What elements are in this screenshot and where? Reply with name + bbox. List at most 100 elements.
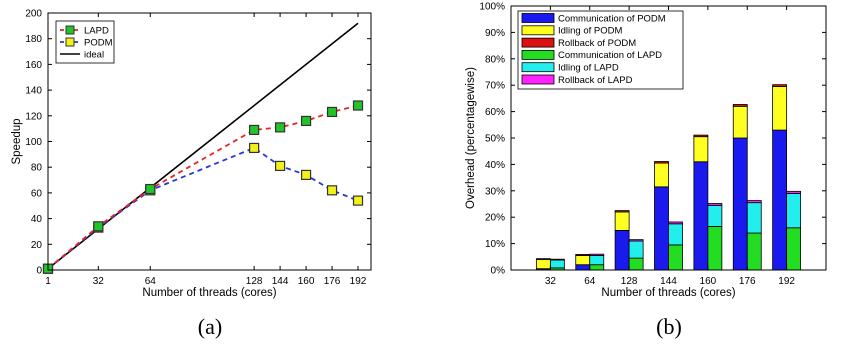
speedup-y-tick-label: 80 xyxy=(31,163,43,174)
legend-label-idling-of-lapd: Idling of LAPD xyxy=(558,63,619,74)
overhead-x-tick-label: 128 xyxy=(621,276,638,287)
bar-idling-of-lapd xyxy=(786,193,802,229)
bar-idling-of-podm xyxy=(575,255,591,266)
bar-rollback-of-podm xyxy=(693,134,709,138)
overhead-y-tick-label: 0% xyxy=(491,266,506,277)
speedup-x-tick-label: 192 xyxy=(350,276,367,287)
bar-rollback-of-podm xyxy=(535,258,551,260)
speedup-x-tick-label: 176 xyxy=(324,276,341,287)
bar-idling-of-podm xyxy=(732,105,748,139)
speedup-x-tick-label: 1 xyxy=(45,276,51,287)
overhead-x-tick-label: 192 xyxy=(778,276,795,287)
bar-rollback-of-lapd xyxy=(589,253,605,256)
legend-label-rollback-of-lapd: Rollback of LAPD xyxy=(558,75,633,86)
bar-communication-of-lapd xyxy=(707,226,723,271)
data-point-podm xyxy=(326,185,338,196)
overhead-y-tick-label: 80% xyxy=(485,54,505,65)
data-point-lapd xyxy=(352,100,364,111)
overhead-y-tick-label: 40% xyxy=(485,160,505,171)
overhead-y-tick-label: 20% xyxy=(485,213,505,224)
overhead-y-tick-label: 100% xyxy=(479,2,505,13)
bar-idling-of-lapd xyxy=(549,259,565,269)
overhead-x-tick-label: 64 xyxy=(584,276,596,287)
bar-communication-of-podm xyxy=(614,229,630,271)
legend-label-communication-of-lapd: Communication of LAPD xyxy=(558,50,662,61)
data-point-podm xyxy=(300,169,312,181)
speedup-x-tick-label: 144 xyxy=(272,276,289,287)
bar-communication-of-podm xyxy=(693,161,709,271)
data-point-podm xyxy=(275,160,286,172)
speedup-y-tick-label: 20 xyxy=(31,240,43,251)
overhead-x-tick-label: 160 xyxy=(700,276,717,287)
bar-communication-of-podm xyxy=(575,264,591,271)
bar-communication-of-lapd xyxy=(668,244,683,271)
overhead-x-tick-label: 32 xyxy=(545,276,557,287)
bar-rollback-of-lapd xyxy=(746,200,762,204)
legend-swatch-idling-of-lapd xyxy=(521,62,555,73)
bar-communication-of-lapd xyxy=(589,264,605,271)
speedup-y-tick-label: 60 xyxy=(31,188,43,199)
overhead-chart: 0% 10% 20% 30% 40% 50% 60% 70% 80% 90% 100% 32 64 128… xyxy=(465,2,827,339)
series-line-lapd xyxy=(47,104,359,270)
legend-label-ideal: ideal xyxy=(84,49,104,60)
overhead-y-tick-label: 90% xyxy=(485,28,505,39)
legend-label-communication-of-podm: Communication of PODM xyxy=(558,13,666,24)
caption-b: (b) xyxy=(656,314,682,339)
data-point-podm xyxy=(249,142,260,154)
overhead-y-tick-label: 10% xyxy=(485,239,505,250)
bar-idling-of-lapd xyxy=(707,204,723,227)
legend-label-lapd: LAPD xyxy=(84,25,109,36)
bar-idling-of-podm xyxy=(535,259,551,270)
bar-rollback-of-podm xyxy=(575,254,591,256)
data-point-podm xyxy=(352,195,364,206)
legend-swatch-rollback-of-lapd xyxy=(521,74,555,85)
speedup-y-tick-label: 140 xyxy=(25,86,42,97)
speedup-y-tick-label: 120 xyxy=(25,111,42,122)
bar-communication-of-lapd xyxy=(746,232,762,271)
data-point-lapd xyxy=(300,115,312,127)
bar-idling-of-podm xyxy=(693,136,709,163)
bar-rollback-of-podm xyxy=(614,210,630,213)
legend-label-rollback-of-podm: Rollback of PODM xyxy=(558,38,636,49)
overhead-y-tick-label: 30% xyxy=(485,186,505,197)
speedup-y-tick-label: 100 xyxy=(25,137,42,148)
bar-rollback-of-podm xyxy=(772,84,788,87)
caption-a: (a) xyxy=(198,314,222,339)
speedup-x-tick-label: 64 xyxy=(145,276,157,287)
bar-communication-of-podm xyxy=(772,129,788,271)
bar-rollback-of-lapd xyxy=(549,258,565,261)
bar-idling-of-lapd xyxy=(668,223,683,246)
legend-marker-podm xyxy=(65,37,75,47)
data-point-lapd xyxy=(275,122,286,133)
legend-swatch-communication-of-lapd xyxy=(521,50,555,60)
speedup-x-tick-label: 160 xyxy=(298,276,315,287)
bar-rollback-of-lapd xyxy=(786,190,802,194)
legend-marker-lapd xyxy=(65,25,75,35)
speedup-y-tick-label: 200 xyxy=(25,9,42,20)
legend-label-idling-of-podm: Idling of PODM xyxy=(558,26,622,37)
bar-communication-of-lapd xyxy=(628,257,644,271)
speedup-y-tick-label: 40 xyxy=(31,214,43,225)
legend-swatch-rollback-of-podm xyxy=(521,37,555,48)
bar-idling-of-podm xyxy=(772,86,788,131)
speedup-y-tick-label: 0 xyxy=(36,266,42,277)
bar-idling-of-lapd xyxy=(746,202,762,234)
bar-rollback-of-lapd xyxy=(628,239,644,242)
overhead-y-tick-label: 70% xyxy=(485,81,505,92)
data-point-lapd xyxy=(145,183,156,195)
bar-idling-of-lapd xyxy=(628,240,644,259)
overhead-y-axis-label: Overhead (percentagewise) xyxy=(465,67,477,209)
bar-communication-of-podm xyxy=(654,186,669,271)
overhead-ticks: 0% 10% 20% 30% 40% 50% 60% 70% 80% 90% 100% 32 64 128… xyxy=(479,2,826,287)
speedup-y-tick-label: 160 xyxy=(25,60,42,71)
bar-idling-of-podm xyxy=(654,162,669,188)
bar-idling-of-lapd xyxy=(589,255,605,266)
bar-communication-of-podm xyxy=(732,137,748,271)
bar-rollback-of-podm xyxy=(732,104,748,107)
overhead-bars xyxy=(535,84,802,271)
bar-rollback-of-lapd xyxy=(668,221,683,225)
